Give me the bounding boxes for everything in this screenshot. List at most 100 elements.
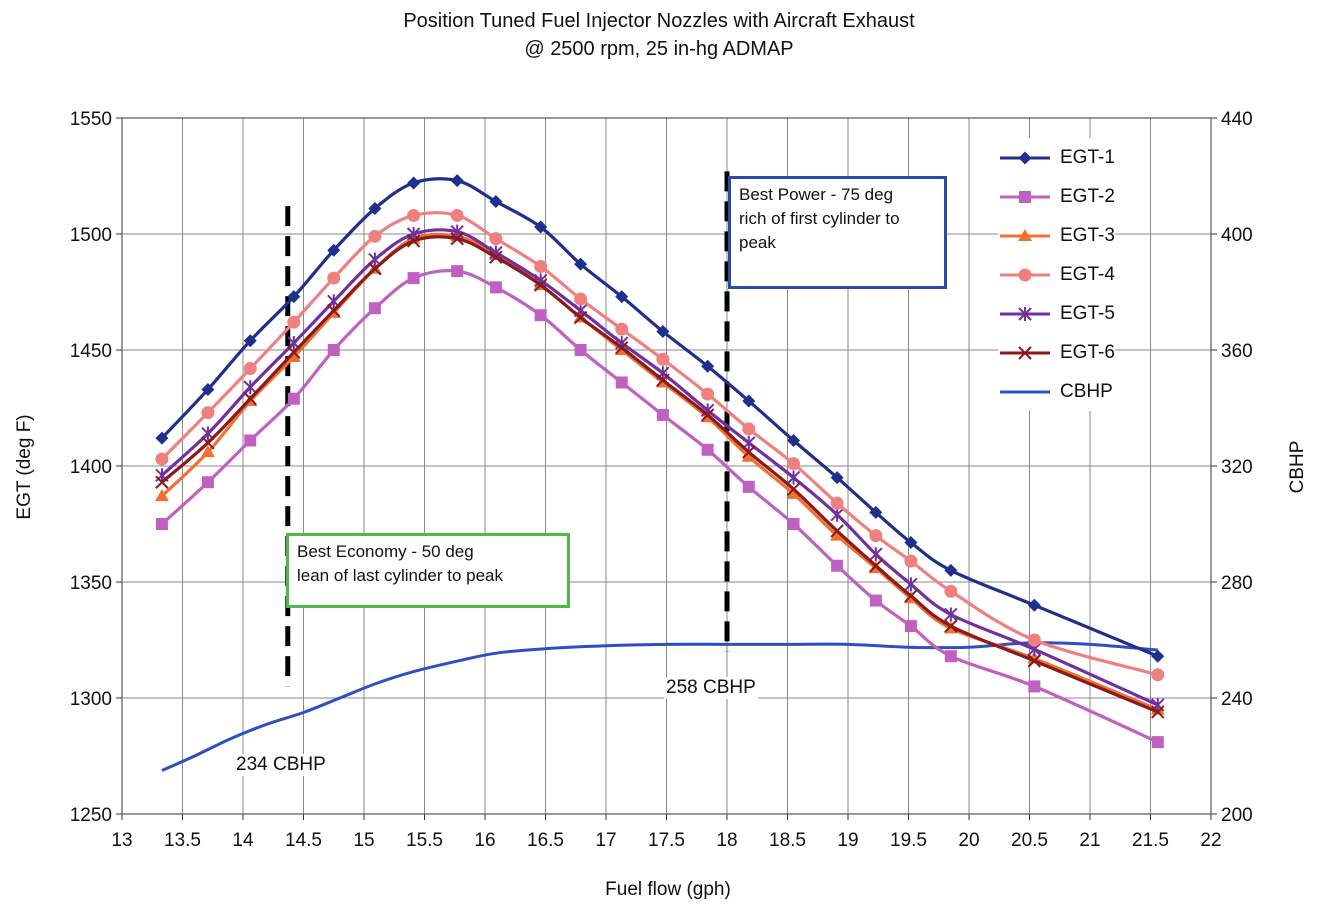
legend-label-egt-3: EGT-3 bbox=[1060, 224, 1115, 246]
legend-item-egt-1: EGT-1 bbox=[998, 138, 1115, 177]
egt-2-point bbox=[327, 344, 340, 356]
egt-4-point bbox=[869, 529, 883, 543]
egt-6-point bbox=[327, 303, 341, 318]
egt-3-point bbox=[830, 528, 845, 541]
egt-6-point bbox=[368, 262, 382, 276]
egt-6-point bbox=[533, 278, 548, 292]
legend-item-egt-6: EGT-6 bbox=[998, 333, 1115, 372]
legend-label-egt-1: EGT-1 bbox=[1060, 146, 1115, 168]
egt-6-point bbox=[786, 482, 801, 496]
legend-item-cbhp: CBHP bbox=[998, 372, 1115, 411]
egt-1-point bbox=[742, 394, 756, 408]
y2-tick-label: 240 bbox=[1221, 689, 1253, 710]
x-tick-label: 17.5 bbox=[648, 830, 685, 851]
best-economy-line-2: lean of last cylinder to peak bbox=[297, 566, 504, 585]
best-power-line-3: peak bbox=[739, 233, 776, 252]
y2-tick-label: 320 bbox=[1221, 457, 1253, 478]
egt-6-point bbox=[656, 373, 670, 387]
egt-1-point bbox=[787, 433, 801, 447]
legend-swatch-egt-5 bbox=[1000, 306, 1050, 321]
legend-marker bbox=[1018, 151, 1032, 164]
egt-1-point bbox=[574, 257, 588, 271]
x-tick-label: 14 bbox=[232, 830, 254, 851]
egt-5-point bbox=[944, 607, 958, 622]
egt-2-point bbox=[615, 376, 628, 389]
legend-marker bbox=[1018, 228, 1032, 241]
x-tick-label: 13.5 bbox=[164, 830, 201, 851]
x-tick-label: 20 bbox=[958, 830, 979, 851]
egt-1-point bbox=[534, 220, 548, 234]
egt-2-point bbox=[831, 559, 844, 572]
egt-6-point bbox=[830, 524, 844, 538]
legend-label-egt-6: EGT-6 bbox=[1060, 341, 1115, 363]
egt-6-point bbox=[1151, 705, 1165, 719]
egt-1-point bbox=[450, 174, 464, 188]
egt-4-point bbox=[944, 584, 958, 598]
egt-2-point bbox=[656, 408, 669, 421]
egt-1-point bbox=[155, 431, 169, 445]
egt-1-point bbox=[904, 536, 918, 550]
series-egt-6 bbox=[155, 231, 1165, 719]
egt-1-point bbox=[368, 201, 382, 215]
egt-4-point bbox=[243, 362, 257, 376]
egt-1-point bbox=[407, 176, 421, 190]
egt-6-point bbox=[489, 250, 503, 264]
legend-swatch-egt-4 bbox=[1000, 268, 1050, 281]
cbhp-line bbox=[161, 641, 1158, 772]
egt-4-point bbox=[407, 208, 421, 222]
egt-5-point bbox=[243, 380, 257, 395]
egt-5-point bbox=[904, 577, 918, 592]
x-tick-label: 19 bbox=[837, 830, 858, 851]
legend-label-egt-5: EGT-5 bbox=[1060, 302, 1115, 324]
annotation-lines bbox=[285, 171, 730, 687]
egt-4-point bbox=[534, 259, 548, 273]
egt-4-point bbox=[450, 208, 464, 222]
legend-marker bbox=[1019, 190, 1031, 203]
x-tick-label: 14.5 bbox=[285, 830, 322, 851]
legend-marker bbox=[1018, 306, 1032, 321]
egt-2-point bbox=[944, 650, 957, 663]
series-cbhp bbox=[161, 641, 1158, 772]
egt-4-point bbox=[287, 315, 301, 329]
y-tick-label: 1400 bbox=[70, 457, 112, 478]
legend-label-cbhp: CBHP bbox=[1060, 380, 1113, 402]
egt-2-point bbox=[489, 281, 502, 294]
cbhp-low-label: 234 CBHP bbox=[234, 754, 328, 776]
egt-2-point bbox=[742, 480, 755, 493]
egt-4-point bbox=[701, 387, 715, 401]
x-tick-label: 18 bbox=[716, 830, 737, 851]
egt-4-point bbox=[904, 554, 918, 568]
best-economy-line-1: Best Economy - 50 deg bbox=[297, 542, 474, 561]
cbhp-high-label: 258 CBHP bbox=[664, 677, 758, 699]
legend-item-egt-3: EGT-3 bbox=[998, 216, 1115, 255]
egt-2-point bbox=[787, 518, 800, 530]
egt-4-point bbox=[574, 292, 588, 306]
egt-6-point bbox=[155, 475, 169, 489]
egt-2-point bbox=[244, 434, 257, 447]
x-tick-labels: 13 13.5 14 14.5 15 15.5 16 16.5 17 17.5 18 18.5 19 19… bbox=[111, 830, 1221, 851]
egt-6-point bbox=[615, 340, 629, 355]
series-egt-1 bbox=[155, 174, 1165, 663]
egt-6-point bbox=[243, 392, 257, 406]
egt-6-point bbox=[450, 231, 464, 246]
egt-1-point bbox=[869, 505, 883, 519]
x-tick-label: 21.5 bbox=[1132, 830, 1169, 851]
y-tick-label: 1500 bbox=[70, 225, 112, 246]
egt-3-point bbox=[154, 489, 169, 502]
egt-4-point bbox=[1151, 668, 1165, 682]
x-tick-label: 16.5 bbox=[527, 830, 564, 851]
egt-4-point bbox=[201, 406, 215, 420]
legend-item-egt-5: EGT-5 bbox=[998, 294, 1115, 333]
egt-4-point bbox=[489, 232, 503, 246]
legend-swatch-egt-2 bbox=[1000, 190, 1050, 203]
y2-axis-label: CBHP bbox=[1287, 441, 1308, 494]
egt-4-point bbox=[742, 422, 756, 436]
legend-marker bbox=[1018, 345, 1032, 360]
y-tick-label: 1350 bbox=[70, 573, 112, 594]
legend-item-egt-4: EGT-4 bbox=[998, 255, 1115, 294]
egt-2-point bbox=[869, 594, 882, 607]
y-tick-label: 1300 bbox=[70, 689, 112, 710]
egt-3-point bbox=[286, 349, 301, 362]
egt-2-point bbox=[701, 443, 714, 456]
